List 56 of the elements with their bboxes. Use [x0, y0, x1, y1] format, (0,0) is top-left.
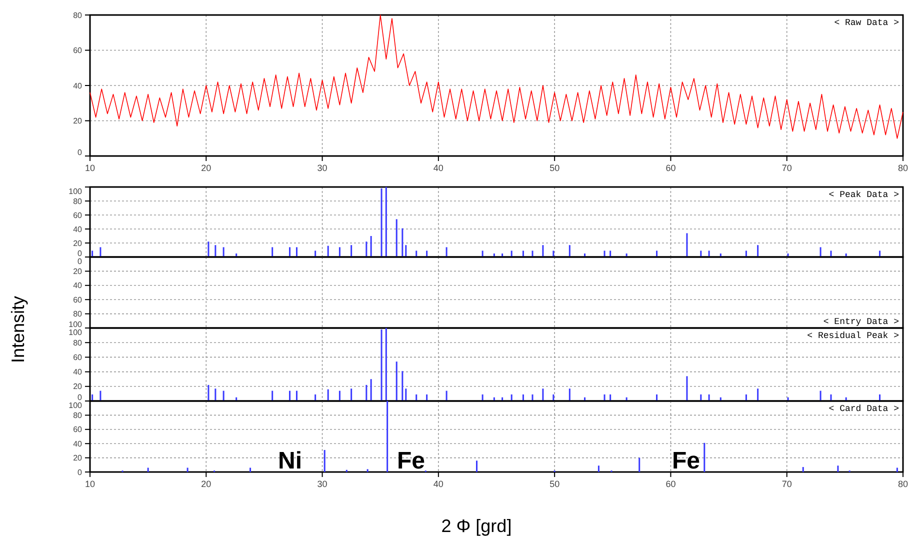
y-tick-label: 60	[73, 210, 83, 220]
y-tick-label: 20	[73, 267, 83, 276]
y-tick-label: 0	[78, 248, 83, 258]
annotation: Fe	[672, 447, 700, 474]
x-tick-label: 20	[201, 479, 212, 489]
x-tick-label: 20	[201, 163, 212, 173]
y-tick-label: 60	[73, 425, 83, 434]
y-tick-label: 100	[68, 320, 83, 329]
x-tick-label: 70	[782, 479, 792, 489]
y-tick-label: 0	[78, 256, 83, 266]
y-axis-title: Intensity	[8, 296, 28, 364]
y-tick-label: 80	[73, 10, 83, 20]
chart-title: < Card Data >	[828, 404, 899, 414]
y-tick-label: 0	[78, 468, 83, 477]
y-tick-label: 40	[73, 224, 83, 234]
y-tick-label: 20	[73, 116, 83, 126]
x-tick-label: 80	[898, 479, 908, 489]
x-tick-label: 30	[317, 163, 328, 173]
y-tick-label: 100	[68, 186, 83, 196]
x-tick-label: 60	[666, 163, 676, 173]
y-tick-label: 60	[73, 46, 83, 56]
x-tick-label: 30	[317, 479, 328, 489]
line-series	[90, 14, 904, 139]
y-tick-label: 0	[78, 392, 83, 402]
chart-title: < Raw Data >	[834, 18, 899, 28]
chart-title: < Residual Peak >	[807, 331, 899, 341]
x-axis-title: 2 Φ [grd]	[441, 516, 512, 536]
y-tick-label: 100	[68, 328, 83, 337]
x-tick-label: 10	[84, 163, 96, 173]
y-tick-label: 20	[73, 454, 83, 463]
x-tick-label: 70	[782, 163, 792, 173]
y-tick-label: 100	[68, 400, 83, 410]
annotation: Fe	[396, 447, 426, 474]
y-tick-label: 80	[73, 338, 83, 348]
y-tick-label: 0	[78, 148, 83, 157]
y-tick-label: 40	[73, 281, 83, 290]
x-tick-label: 40	[433, 163, 444, 173]
x-tick-label: 50	[550, 479, 560, 489]
y-tick-label: 40	[73, 81, 83, 90]
text: < Entry Data >	[823, 317, 899, 327]
x-tick-label: 50	[550, 163, 560, 173]
x-tick-label: 80	[898, 163, 908, 173]
y-tick-label: 80	[73, 196, 83, 206]
x-tick-label: 10	[84, 479, 96, 489]
y-tick-label: 60	[73, 295, 83, 304]
y-tick-label: 20	[73, 238, 83, 248]
y-tick-label: 40	[73, 368, 83, 377]
y-tick-label: 80	[73, 411, 83, 420]
y-tick-label: 80	[73, 310, 83, 319]
chart-title: < Peak Data >	[828, 190, 899, 200]
y-tick-label: 60	[73, 353, 83, 362]
x-tick-label: 60	[666, 479, 676, 489]
y-tick-label: 40	[73, 439, 83, 448]
y-tick-label: 20	[73, 382, 83, 392]
x-tick-label: 40	[433, 479, 444, 489]
annotation: Ni	[278, 447, 302, 474]
